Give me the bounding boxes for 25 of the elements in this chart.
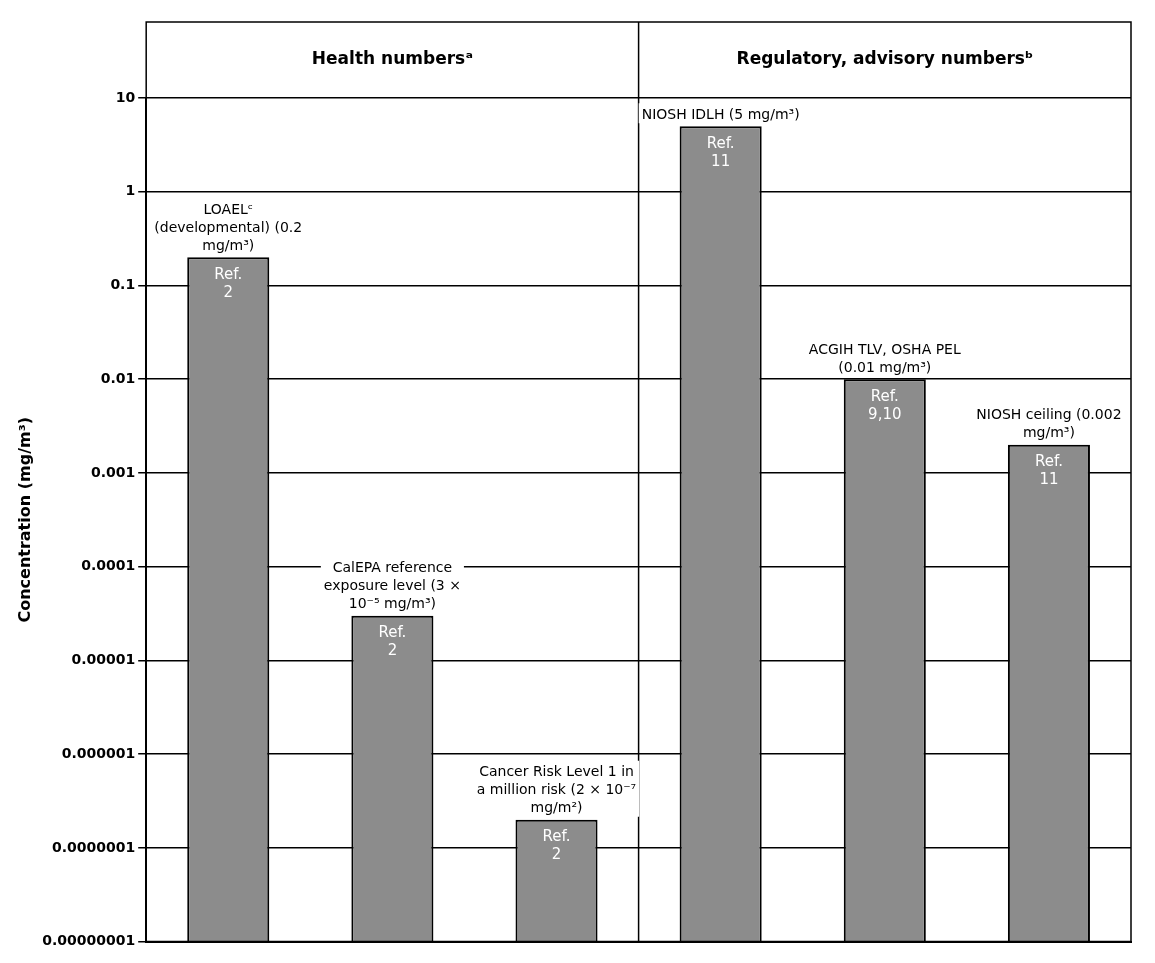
data-label: NIOSH ceiling (0.002 mg/m³) [976, 406, 1122, 441]
y-tick-label: 0.01 [100, 369, 136, 386]
y-tick-label: 0.00001 [71, 651, 136, 668]
x-tick-label: Ref. 2 [378, 623, 407, 660]
x-tick-label: Ref. 2 [542, 827, 571, 864]
data-label: ACGIH TLV, OSHA PEL (0.01 mg/m³) [808, 340, 961, 375]
text: Health numbersᵃ [311, 48, 473, 69]
data-label: CalEPA reference exposure level (3 × 10⁻⁵ mg/m³) [323, 559, 461, 612]
y-axis-title: Concentration (mg/m³) [14, 417, 34, 623]
data-label: LOAELᶜ (developmental) (0.2 mg/m³) [154, 200, 303, 253]
y-tick-label: 1 [125, 182, 136, 199]
y-tick-label: 10 [115, 88, 136, 105]
x-tick-label: Ref. 11 [1034, 452, 1063, 489]
y-tick-label: 0.0001 [81, 557, 136, 574]
data-label: NIOSH IDLH (5 mg/m³) [641, 105, 800, 122]
y-tick-label: 0.1 [110, 276, 136, 293]
y-tick-label: 0.0000001 [51, 838, 136, 855]
text: Regulatory, advisory numbersᵇ [736, 48, 1034, 69]
x-tick-label: Ref. 11 [706, 133, 735, 170]
data-label: Cancer Risk Level 1 in a million risk (2 × 10⁻⁷ mg/m²) [476, 763, 637, 816]
x-tick-label: Ref. 9,10 [868, 386, 902, 423]
y-tick-label: 0.001 [90, 463, 136, 480]
x-tick-label: Ref. 2 [214, 264, 243, 301]
y-tick-label: 0.00000001 [42, 932, 136, 949]
y-tick-label: 0.000001 [61, 744, 136, 761]
